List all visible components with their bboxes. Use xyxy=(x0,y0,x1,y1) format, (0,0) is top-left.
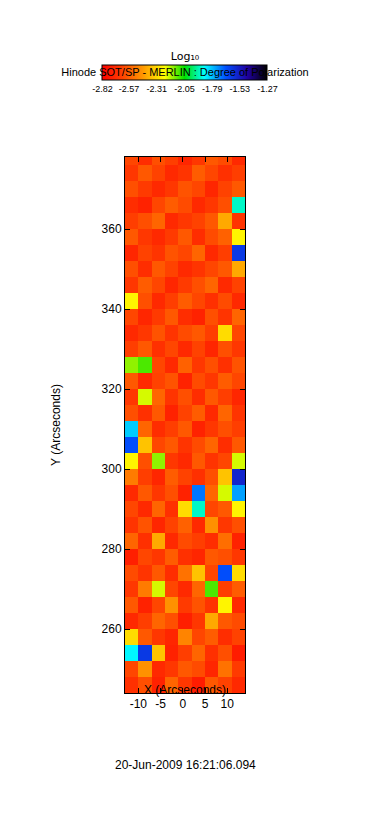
svg-text:Log₁₀: Log₁₀ xyxy=(171,50,200,63)
svg-text:-2.05: -2.05 xyxy=(174,84,195,94)
svg-text:Y (Arcseconds): Y (Arcseconds) xyxy=(49,384,63,466)
svg-text:-1.79: -1.79 xyxy=(202,84,223,94)
svg-text:10: 10 xyxy=(221,697,235,711)
svg-text:20-Jun-2009 16:21:06.094: 20-Jun-2009 16:21:06.094 xyxy=(115,758,256,772)
svg-text:-5: -5 xyxy=(155,697,166,711)
svg-text:-1.53: -1.53 xyxy=(230,84,251,94)
svg-text:300: 300 xyxy=(102,462,122,476)
svg-text:-2.82: -2.82 xyxy=(92,84,113,94)
svg-text:-10: -10 xyxy=(130,697,148,711)
svg-text:X (Arcseconds): X (Arcseconds) xyxy=(144,683,226,697)
svg-text:-1.27: -1.27 xyxy=(257,84,278,94)
svg-text:280: 280 xyxy=(102,542,122,556)
svg-text:Hinode SOT/SP - MERLIN : Degre: Hinode SOT/SP - MERLIN : Degree of Polar… xyxy=(61,66,308,78)
svg-text:0: 0 xyxy=(179,697,186,711)
svg-text:320: 320 xyxy=(102,382,122,396)
svg-text:340: 340 xyxy=(102,302,122,316)
svg-text:260: 260 xyxy=(102,622,122,636)
svg-text:-2.57: -2.57 xyxy=(119,84,140,94)
svg-text:360: 360 xyxy=(102,222,122,236)
svg-text:-2.31: -2.31 xyxy=(147,84,168,94)
svg-text:5: 5 xyxy=(202,697,209,711)
